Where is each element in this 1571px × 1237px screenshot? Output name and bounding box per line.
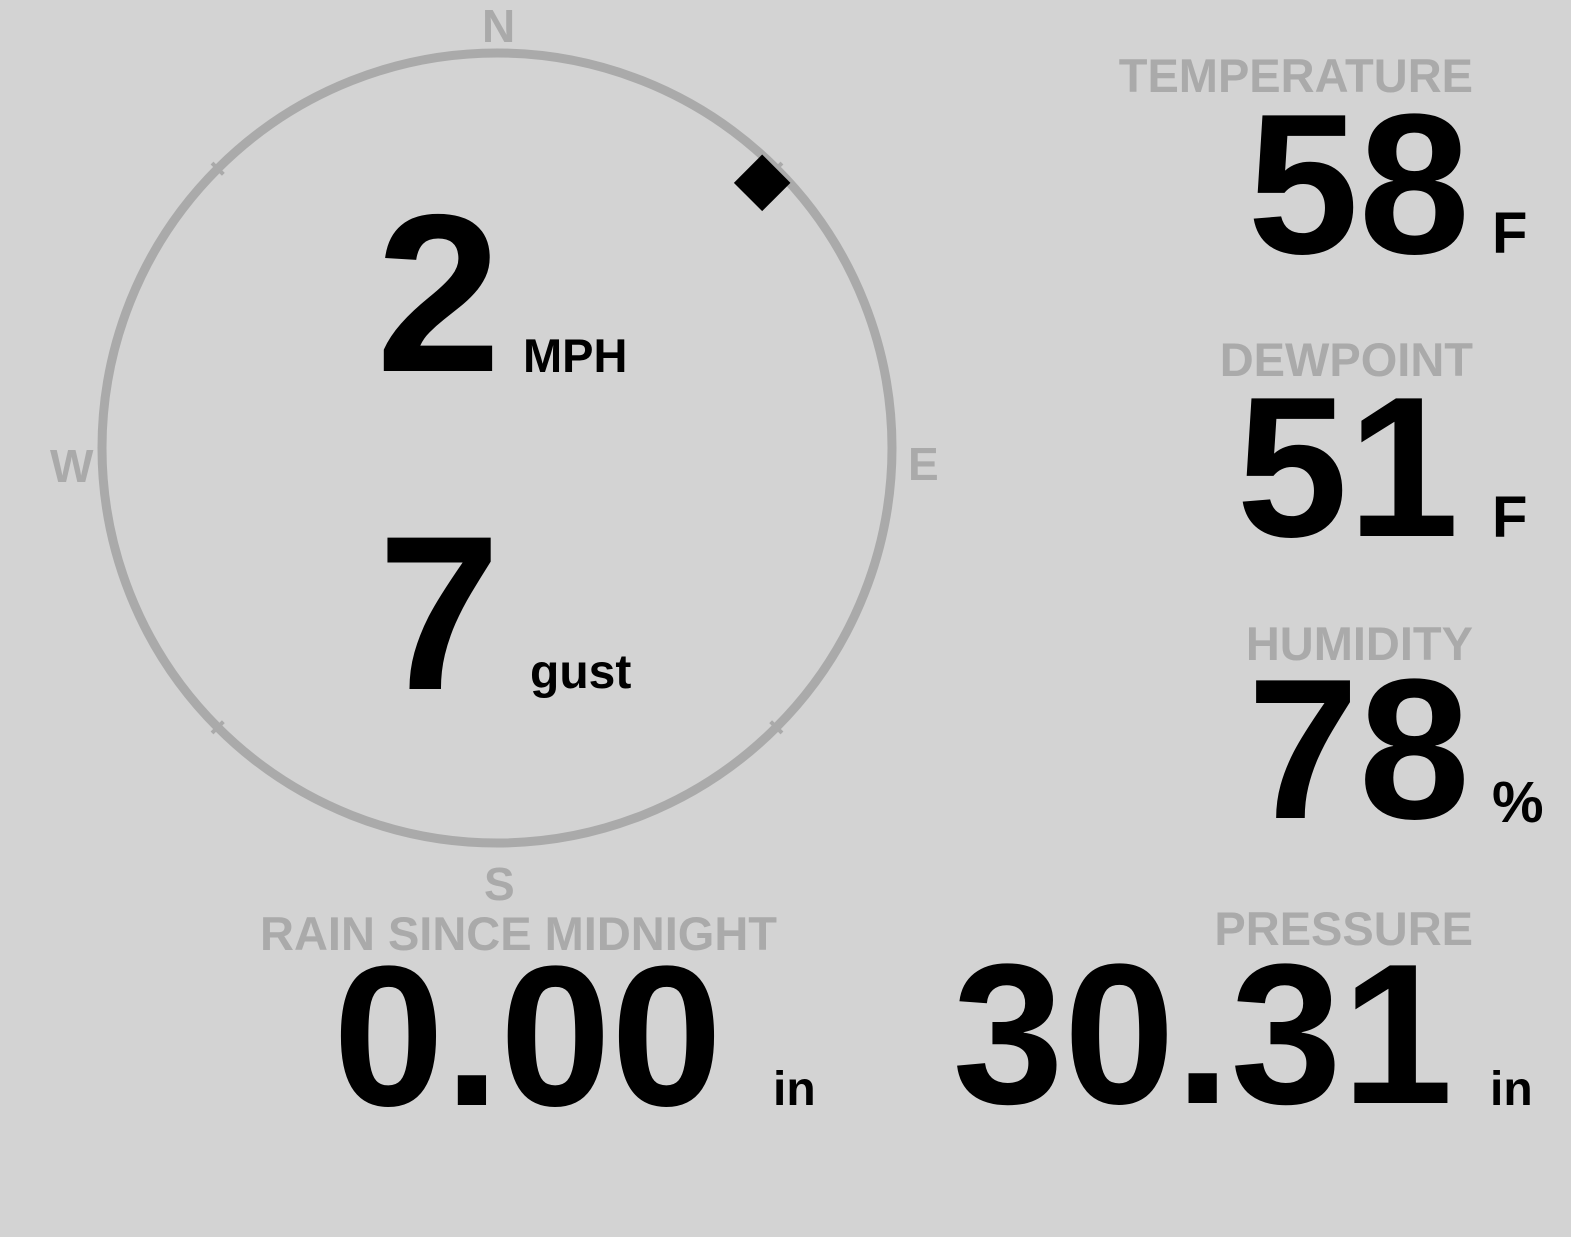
compass-tick [769, 720, 784, 735]
temperature-value: 58 [1247, 73, 1470, 296]
pressure-label: PRESSURE [1214, 902, 1473, 955]
humidity-value: 78 [1247, 638, 1470, 861]
compass-tick [210, 161, 225, 176]
compass-ring [97, 48, 897, 848]
wind-gust-unit: gust [530, 646, 632, 699]
rain-label: RAIN SINCE MIDNIGHT [260, 907, 777, 960]
humidity-unit: % [1492, 770, 1544, 835]
compass-east: E [908, 438, 939, 490]
pressure-value: 30.31 [952, 923, 1454, 1146]
humidity-label: HUMIDITY [1245, 617, 1473, 670]
dewpoint-unit: F [1492, 485, 1528, 550]
temperature-label: TEMPERATURE [1118, 49, 1473, 102]
dewpoint-value: 51 [1236, 356, 1459, 579]
rain-unit: in [773, 1063, 816, 1116]
compass-tick [210, 720, 225, 735]
compass-north: N [482, 0, 516, 52]
compass-south: S [484, 858, 515, 910]
wind-gust-value: 7 [378, 490, 501, 736]
compass-west: W [50, 440, 94, 492]
wind-speed-unit: MPH [523, 329, 628, 382]
rain-value: 0.00 [333, 925, 723, 1148]
temperature-unit: F [1492, 201, 1528, 266]
dewpoint-label: DEWPOINT [1219, 333, 1473, 386]
pressure-unit: in [1490, 1063, 1533, 1116]
wind-speed-value: 2 [376, 167, 502, 419]
